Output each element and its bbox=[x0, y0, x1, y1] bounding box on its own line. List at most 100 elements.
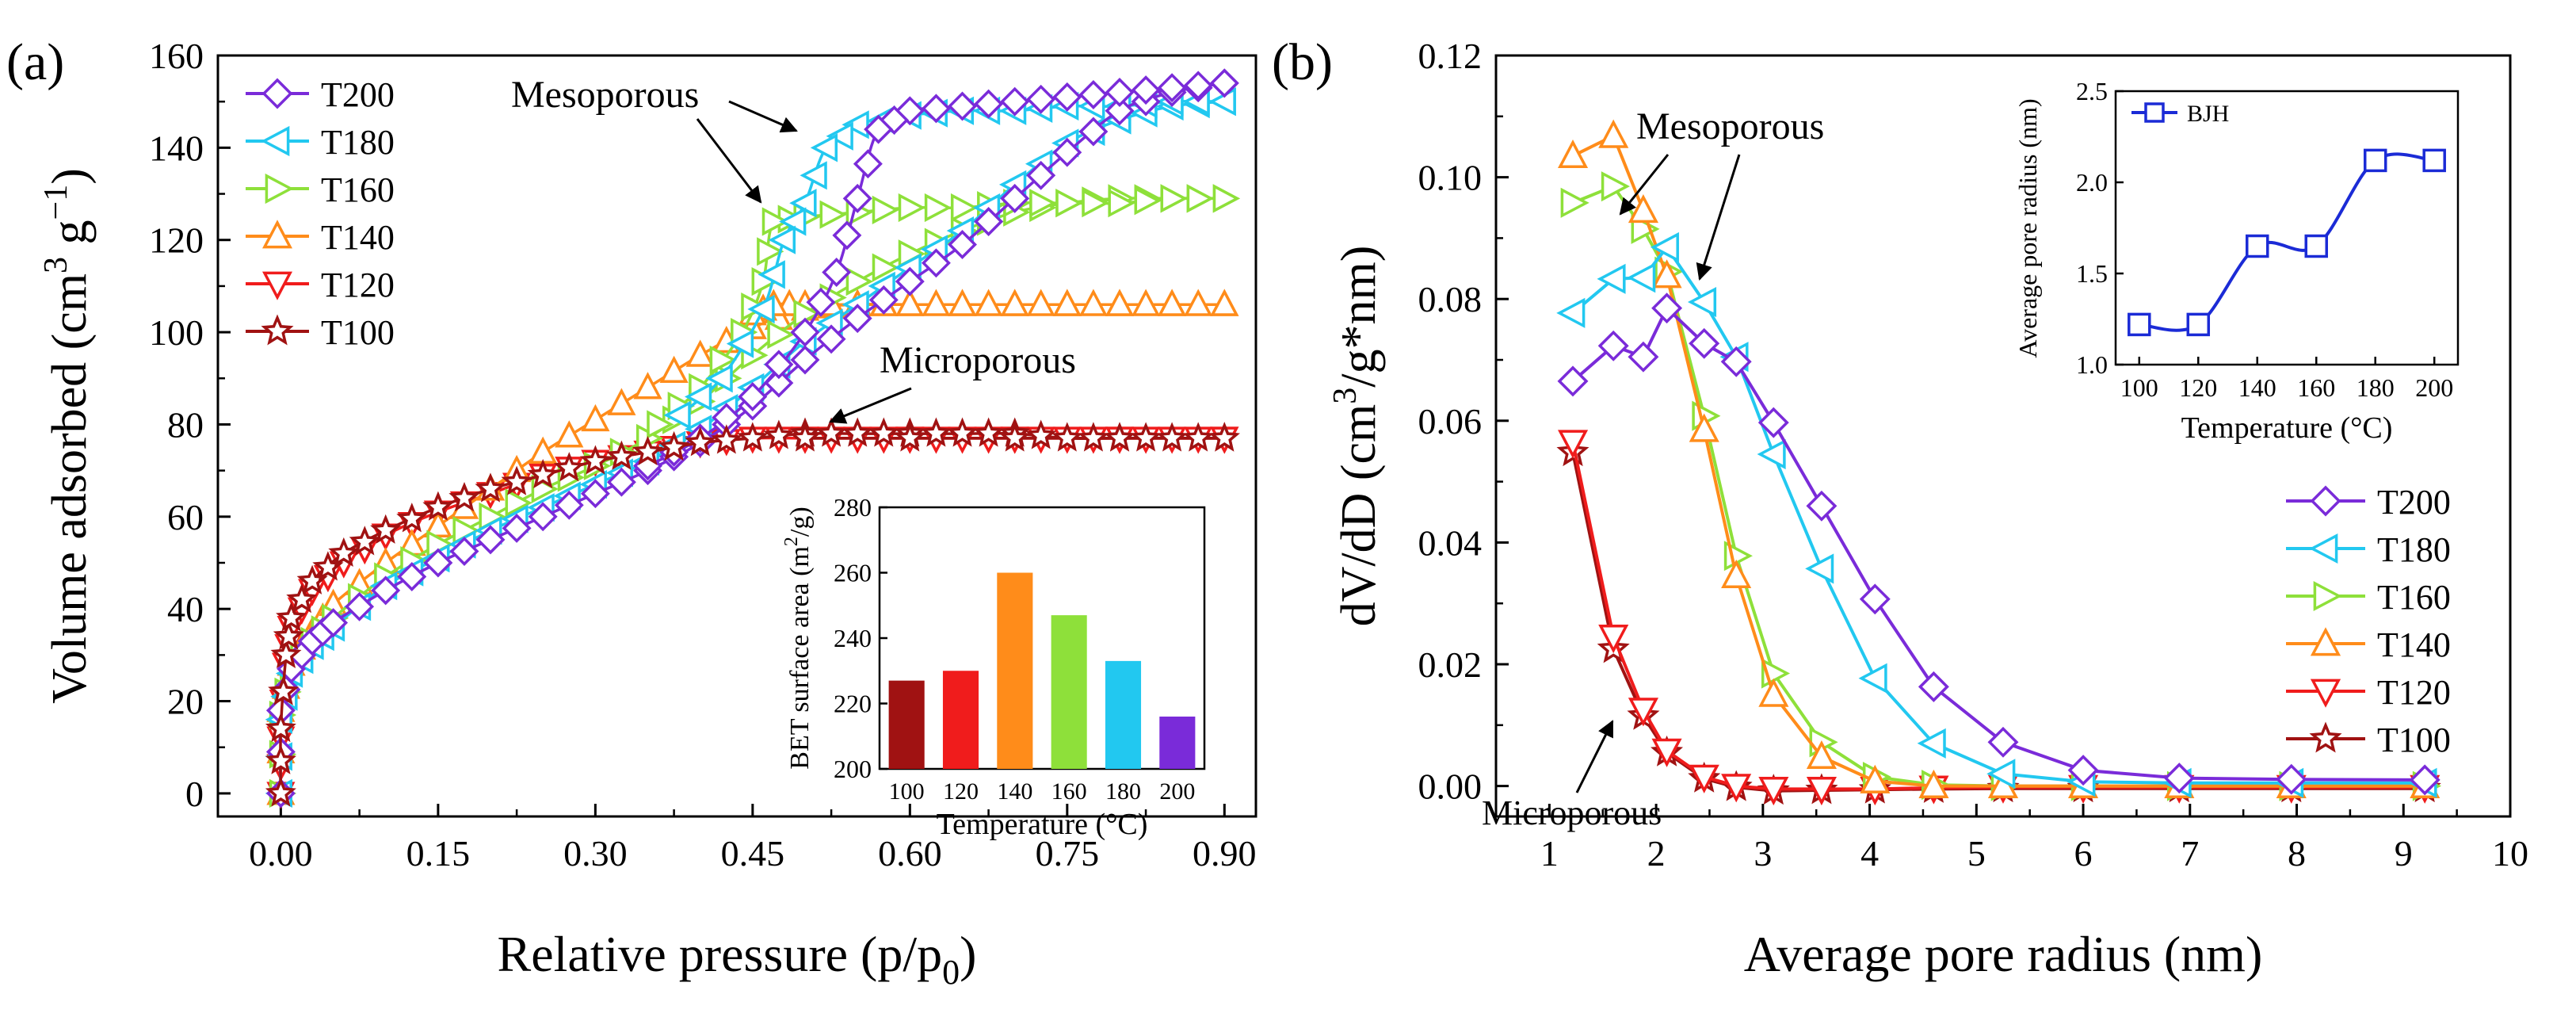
b-legend-marker bbox=[2310, 485, 2341, 517]
b-data-point bbox=[1687, 287, 1717, 318]
a-data-point bbox=[1182, 422, 1214, 452]
inset-b-bjh-point bbox=[2422, 148, 2446, 173]
inset-a-bar-160 bbox=[1051, 615, 1087, 769]
inset-a-content: 100 120 140 160 180 200 200 220 240 260 280 bbox=[834, 493, 1196, 805]
a-data-point bbox=[1000, 183, 1030, 213]
b-data-point bbox=[1987, 726, 2019, 758]
a-data-point bbox=[974, 207, 1004, 236]
panel-b-frame bbox=[1494, 54, 2512, 818]
b-data-point bbox=[1650, 231, 1679, 263]
b-data-point bbox=[1558, 430, 1589, 459]
panel-b-ylabel: dV/dD (cm3/g*nm) bbox=[1327, 246, 1386, 627]
panel-a-meso-arrow-1 bbox=[728, 100, 798, 133]
inset-a-bar-200 bbox=[1159, 717, 1196, 769]
a-ytick-label: 100 bbox=[149, 312, 204, 353]
b-ytick-label: 0.10 bbox=[1418, 158, 1483, 198]
a-legend-marker bbox=[261, 78, 293, 109]
a-ytick-label: 120 bbox=[149, 220, 204, 261]
b-data-point bbox=[1598, 625, 1629, 654]
a-xtick-label: 0.45 bbox=[721, 833, 785, 874]
panel-a-ylabel: Volume adsorbed (cm3 g−1) bbox=[38, 168, 97, 704]
a-data-point bbox=[973, 417, 1005, 447]
b-data-point bbox=[1917, 728, 1946, 759]
a-data-point bbox=[974, 89, 1004, 119]
b-ytick-label: 0.08 bbox=[1418, 279, 1483, 319]
a-data-point bbox=[273, 620, 304, 650]
a-data-point bbox=[475, 525, 506, 555]
a-data-point bbox=[265, 744, 296, 774]
b-ytick-label: 0.02 bbox=[1418, 644, 1483, 685]
inset-b-xtick-label: 180 bbox=[2357, 373, 2395, 402]
a-data-point bbox=[659, 355, 689, 384]
a-data-point bbox=[948, 289, 977, 316]
panel-b-microporous-label: Microporous bbox=[1482, 793, 1662, 832]
b-data-point bbox=[1597, 263, 1626, 294]
b-data-point bbox=[1918, 769, 1949, 798]
inset-a-xtick-label: 120 bbox=[943, 778, 979, 805]
b-data-point bbox=[1556, 297, 1586, 328]
b-xtick-label: 8 bbox=[2288, 833, 2306, 874]
a-data-point bbox=[1184, 289, 1213, 316]
a-data-point bbox=[1104, 422, 1135, 452]
b-data-point bbox=[1597, 330, 1629, 361]
a-data-point bbox=[529, 436, 558, 464]
inset-a-ytick-label: 240 bbox=[834, 624, 872, 652]
b-xtick-label: 2 bbox=[1647, 833, 1666, 874]
b-data-point bbox=[1627, 262, 1656, 293]
b-legend-label: T180 bbox=[2377, 530, 2451, 569]
inset-a-bar-120 bbox=[942, 671, 979, 769]
panel-a-ticks: 0.00 0.15 0.30 0.45 0.60 0.75 0.90 0 20 40 60 80 100… bbox=[149, 36, 1257, 874]
a-data-point bbox=[1026, 289, 1055, 316]
a-data-point bbox=[328, 537, 360, 567]
a-legend-label: T120 bbox=[321, 266, 395, 304]
b-data-point bbox=[1720, 346, 1752, 377]
b-data-point bbox=[1757, 407, 1789, 438]
a-data-point bbox=[1052, 289, 1082, 316]
a-data-point bbox=[554, 490, 584, 520]
a-data-point bbox=[816, 324, 846, 354]
inset-b-xtick-label: 140 bbox=[2238, 373, 2276, 402]
a-data-point bbox=[658, 430, 690, 461]
a-data-point bbox=[948, 91, 977, 121]
a-data-point bbox=[921, 248, 951, 278]
a-data-point bbox=[1078, 422, 1109, 452]
a-data-point bbox=[800, 161, 827, 190]
panel-a-plot: 0.00 0.15 0.30 0.45 0.60 0.75 0.90 0 20 40 60 80 100… bbox=[149, 36, 1257, 874]
inset-a-frame bbox=[878, 506, 1206, 770]
a-data-point bbox=[757, 237, 784, 266]
a-xtick-label: 0.90 bbox=[1193, 833, 1257, 874]
a-data-point bbox=[726, 329, 754, 358]
a-data-point bbox=[1131, 289, 1161, 316]
a-legend-marker bbox=[262, 271, 292, 300]
a-data-point bbox=[1078, 289, 1109, 316]
inset-a-ylabel: BET surface area (m2/g) bbox=[781, 507, 815, 769]
a-ytick-label: 20 bbox=[167, 682, 204, 722]
inset-a-xtick-label: 100 bbox=[889, 778, 925, 805]
panel-b-micro-arrow bbox=[1575, 720, 1614, 793]
a-data-point bbox=[709, 345, 737, 375]
a-data-point bbox=[422, 491, 454, 521]
b-data-point bbox=[1689, 327, 1720, 359]
b-xtick-label: 10 bbox=[2492, 833, 2528, 874]
panel-a-legend: T200 T180 T160 T140 T120 T100 bbox=[246, 75, 395, 352]
a-data-point bbox=[1025, 419, 1057, 449]
b-data-point bbox=[1628, 698, 1659, 727]
a-data-point bbox=[1131, 75, 1161, 105]
a-xtick-label: 0.15 bbox=[406, 833, 471, 874]
b-xtick-label: 9 bbox=[2395, 833, 2413, 874]
a-data-point bbox=[845, 266, 873, 296]
a-legend-label: T160 bbox=[321, 170, 395, 209]
a-data-point bbox=[789, 422, 821, 452]
a-data-point bbox=[705, 364, 733, 393]
a-legend-marker bbox=[261, 125, 290, 157]
a-data-point bbox=[1105, 289, 1135, 316]
a-data-point bbox=[790, 345, 820, 375]
b-data-point bbox=[1601, 171, 1630, 202]
b-data-point bbox=[1858, 663, 1887, 694]
a-data-point bbox=[370, 514, 402, 544]
a-data-point bbox=[527, 458, 559, 489]
a-data-point bbox=[663, 400, 691, 430]
a-data-point bbox=[822, 258, 852, 287]
a-legend-label: T140 bbox=[321, 218, 395, 257]
inset-b-legend: BJH bbox=[2131, 101, 2229, 127]
